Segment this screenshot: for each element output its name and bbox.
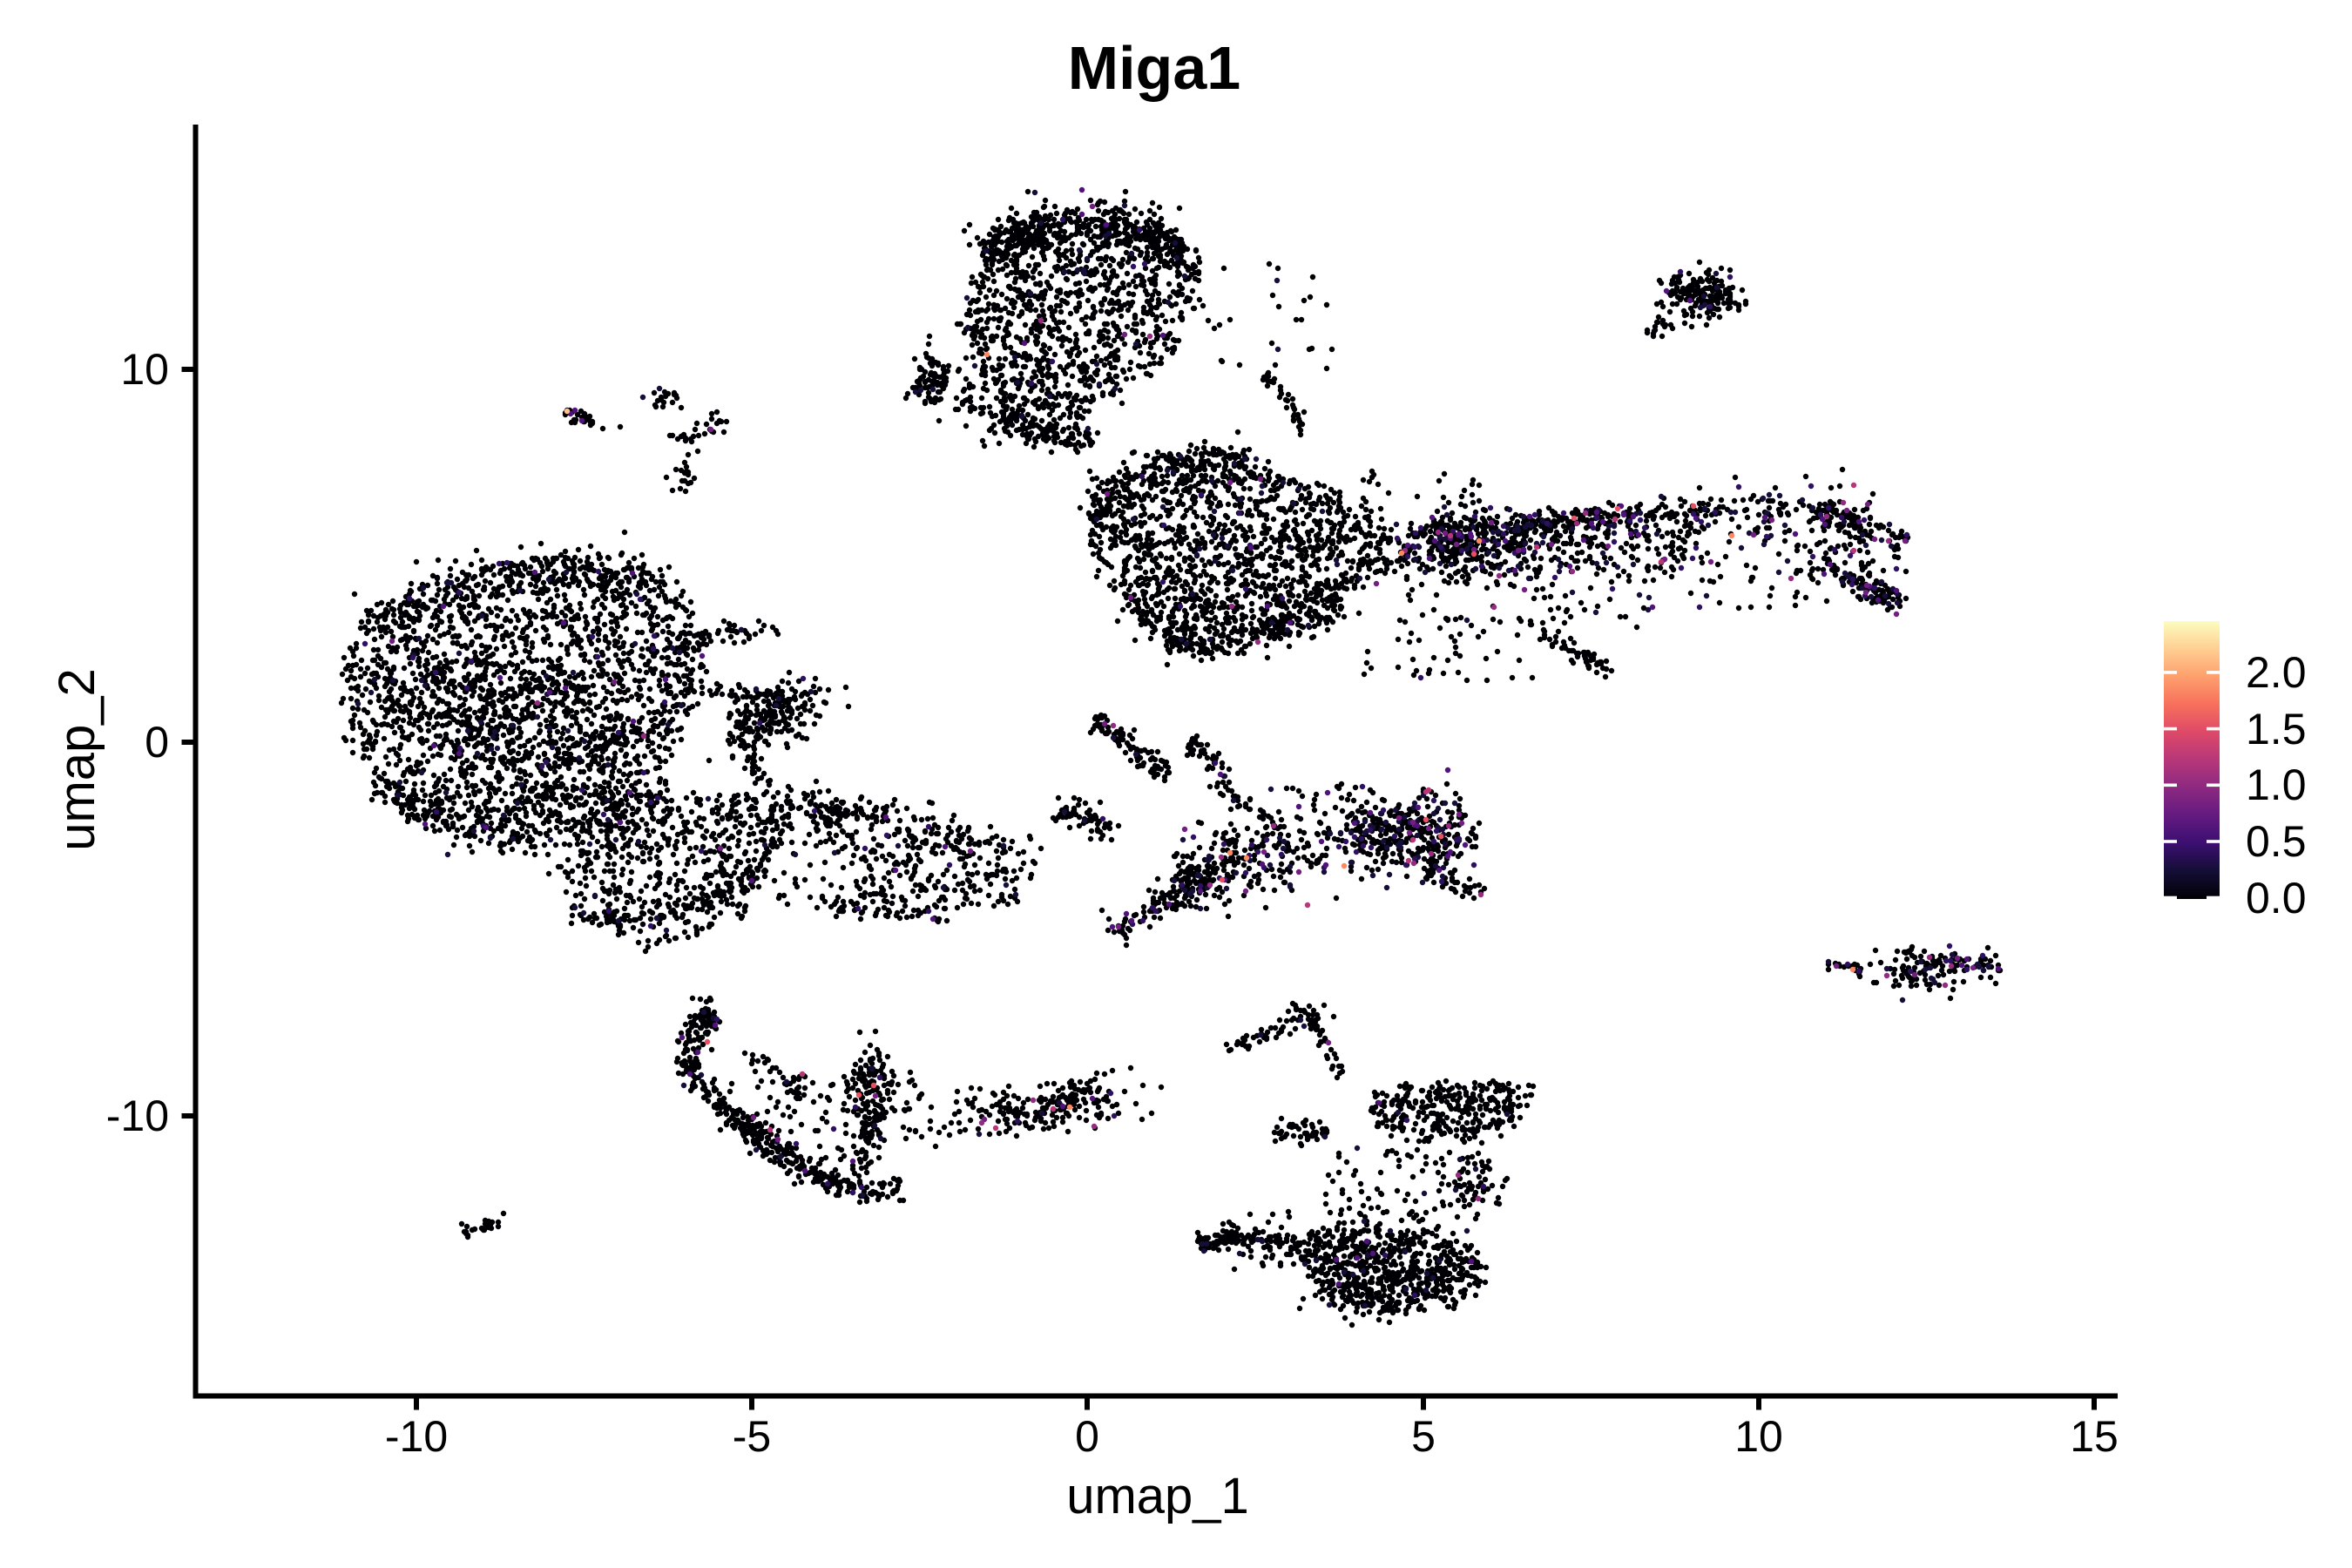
svg-text:umap_2: umap_2 <box>49 668 105 851</box>
svg-text:0.0: 0.0 <box>2246 874 2307 923</box>
svg-text:2.0: 2.0 <box>2246 648 2307 697</box>
svg-text:umap_1: umap_1 <box>1066 1468 1249 1524</box>
svg-text:0.5: 0.5 <box>2246 817 2307 866</box>
svg-text:Miga1: Miga1 <box>1068 34 1240 102</box>
svg-text:5: 5 <box>1411 1412 1436 1461</box>
svg-text:1.0: 1.0 <box>2246 760 2307 809</box>
svg-text:0: 0 <box>1075 1412 1099 1461</box>
svg-text:-10: -10 <box>106 1092 169 1140</box>
svg-text:10: 10 <box>1734 1412 1783 1461</box>
svg-text:15: 15 <box>2070 1412 2119 1461</box>
svg-text:10: 10 <box>120 345 169 394</box>
svg-text:-10: -10 <box>385 1412 448 1461</box>
svg-text:1.5: 1.5 <box>2246 705 2307 754</box>
svg-text:0: 0 <box>145 718 169 767</box>
svg-text:-5: -5 <box>733 1412 771 1461</box>
